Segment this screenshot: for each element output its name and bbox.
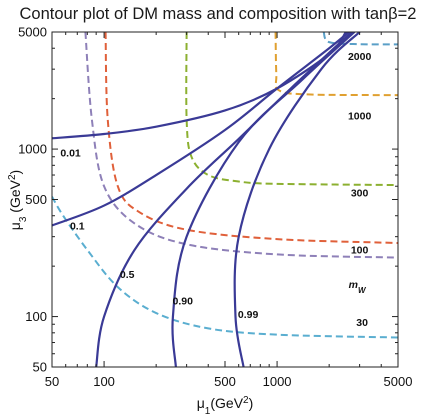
composition-contour-0-1 <box>52 32 350 227</box>
x-tick-label: 1000 <box>263 374 292 389</box>
x-label-sup: 2 <box>243 395 249 406</box>
x-axis-label: μ1(GeV2) <box>197 395 254 415</box>
composition-contour-0-99 <box>233 32 361 367</box>
composition-contour-0-01 <box>52 32 347 140</box>
mass-contour-100 <box>104 32 398 244</box>
y-label-paren: (GeV <box>7 179 23 216</box>
x-label-sub: 1 <box>205 406 211 415</box>
mass-contour-label-1000: 1000 <box>348 111 372 123</box>
y-tick-label: 5000 <box>18 25 47 40</box>
composition-contour-0-90 <box>171 32 356 367</box>
label-sub: W <box>358 286 367 295</box>
mass-contour-label-300: 300 <box>351 188 369 200</box>
label-base: m <box>349 279 358 291</box>
y-axis-label-group: μ3 (GeV2) <box>7 170 29 230</box>
mass-contour-label-100: 100 <box>351 245 369 257</box>
y-axis-label: μ3 (GeV2) <box>7 170 29 230</box>
mass-contour-label-2000: 2000 <box>348 51 372 63</box>
composition-contour-label-0-1: 0.1 <box>70 221 85 233</box>
tick-labels: 50 100 500 1000 5000 50 100 500 1000 5000 <box>18 25 412 390</box>
composition-contour-label-0-99: 0.99 <box>238 309 259 321</box>
chart-title: Contour plot of DM mass and composition … <box>20 5 417 23</box>
contour-labels: 2000 1000 300 100 mW 30 0.01 0.1 0.5 0.90 0.99 <box>60 51 371 329</box>
mass-contour-label-30: 30 <box>356 317 368 329</box>
x-tick-label: 5000 <box>384 374 413 389</box>
x-label-close: ) <box>249 395 254 411</box>
mass-contour-label-mW: mW <box>349 279 367 295</box>
y-label-sub: 3 <box>18 216 29 222</box>
composition-contour-label-0-01: 0.01 <box>60 148 81 160</box>
y-label-base: μ <box>7 222 23 230</box>
x-label-base: μ <box>197 395 205 411</box>
x-tick-label: 50 <box>45 374 59 389</box>
y-tick-label: 1000 <box>18 142 47 157</box>
mass-contour-mW <box>84 32 398 259</box>
x-label-paren: (GeV <box>210 395 243 411</box>
y-tick-label: 100 <box>25 309 47 324</box>
y-tick-label: 500 <box>25 192 47 207</box>
y-label-sup: 2 <box>7 174 18 180</box>
composition-contour-0-5 <box>95 32 353 367</box>
mass-contour-1000 <box>274 32 398 97</box>
y-label-close: ) <box>7 170 23 175</box>
x-tick-label: 100 <box>93 374 115 389</box>
axis-ticks <box>51 31 399 368</box>
composition-contour-label-0-90: 0.90 <box>173 296 194 308</box>
y-tick-label: 50 <box>33 360 47 375</box>
composition-contour-label-0-5: 0.5 <box>120 269 135 281</box>
contour-lines <box>52 32 398 367</box>
x-tick-label: 500 <box>214 374 236 389</box>
